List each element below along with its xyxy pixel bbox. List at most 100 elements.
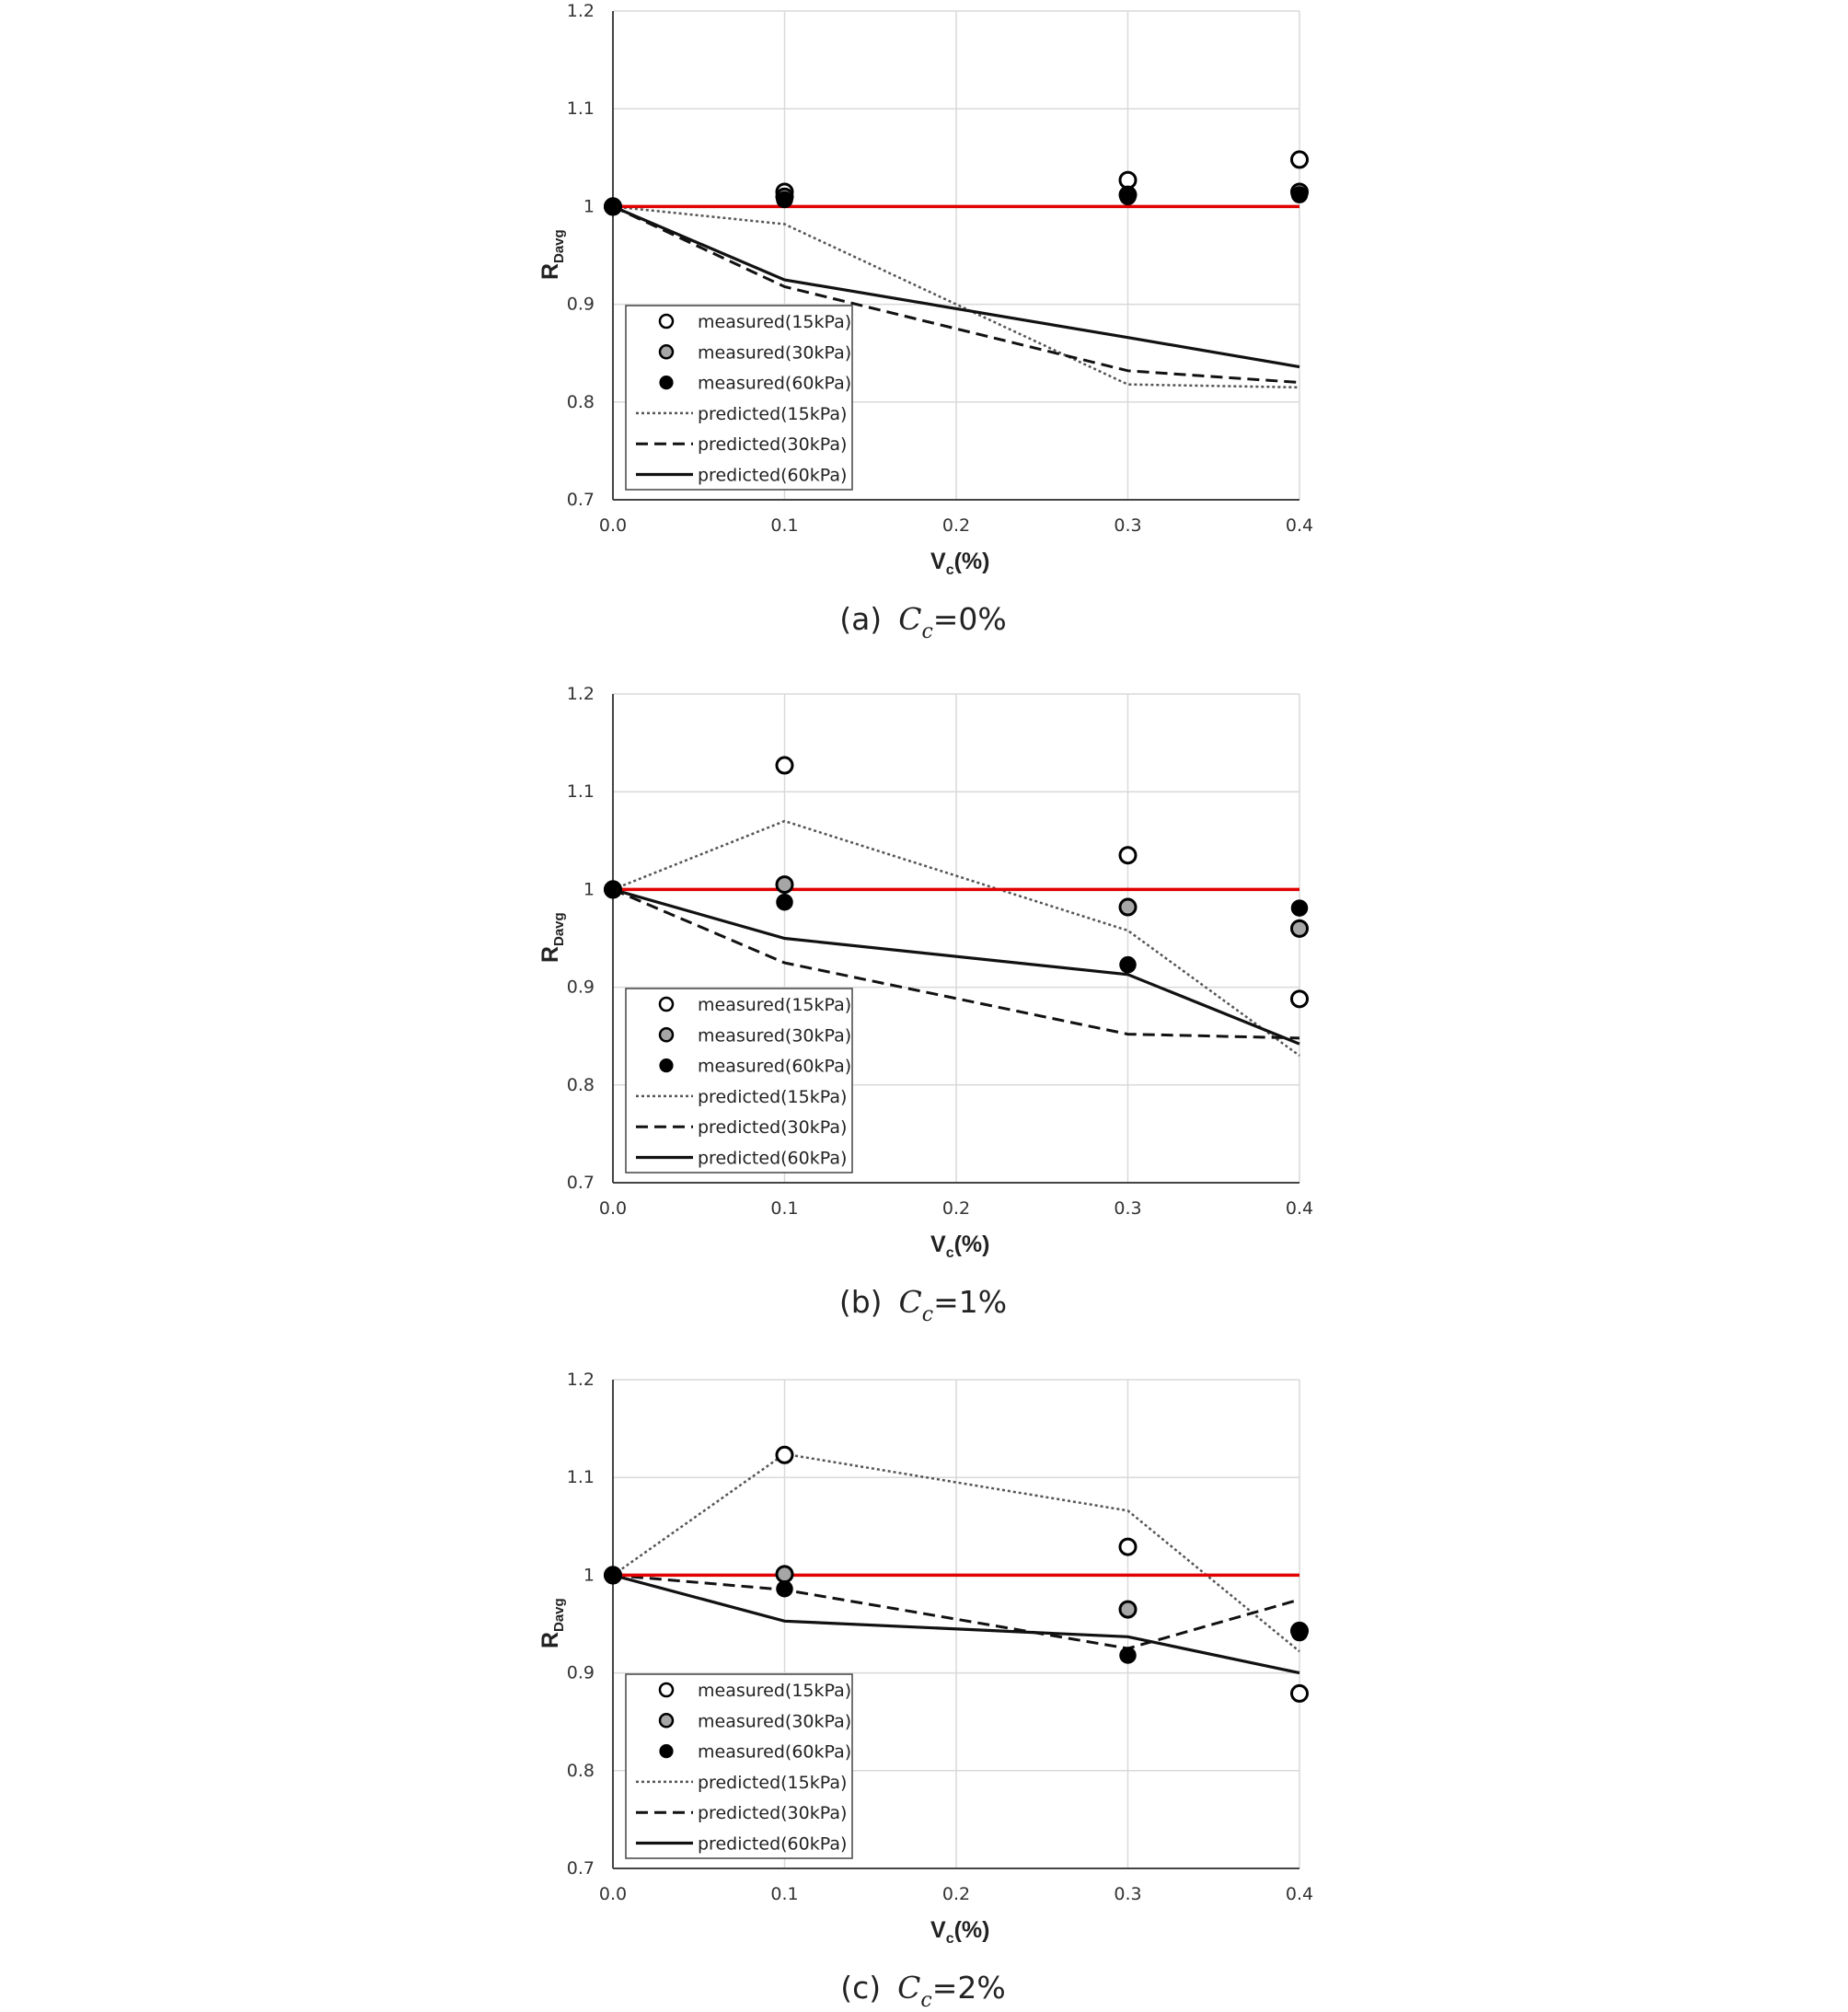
y-tick-label: 0.9 xyxy=(567,295,595,315)
y-tick-label: 0.7 xyxy=(567,490,595,510)
chart-panel-b: 0.0 0.1 0.2 0.3 0.40.70.80.911.11.2Vc(%)RDav… xyxy=(537,684,1313,1326)
legend-label: predicted(15kPa) xyxy=(698,1773,847,1793)
legend-box xyxy=(625,988,853,1174)
series-line-predicted-30kpa xyxy=(612,888,1300,1040)
legend-label: measured(60kPa) xyxy=(698,1057,851,1077)
x-tick-label: 0.4 xyxy=(1286,1198,1313,1219)
x-axis-title: Vc(%) xyxy=(930,549,989,578)
series-line-predicted-60kpa xyxy=(612,204,1300,369)
data-point-measured-60kpa xyxy=(1290,186,1309,203)
caption-suffix: =1% xyxy=(933,1284,1007,1320)
y-tick-label: 0.8 xyxy=(567,392,595,412)
chart-panel-c: 0.0 0.1 0.2 0.3 0.40.70.80.911.11.2Vc(%)RDav… xyxy=(537,1370,1313,2012)
series-line-predicted-30kpa xyxy=(612,1573,1300,1650)
y-tick-label: 0.8 xyxy=(567,1075,595,1095)
x-tick-label: 0.2 xyxy=(942,515,970,536)
y-axis-title-main: R xyxy=(537,263,563,280)
data-point-measured-15kpa xyxy=(1290,1683,1309,1703)
data-point-measured-60kpa xyxy=(1119,188,1137,206)
legend-label: predicted(30kPa) xyxy=(698,1803,847,1823)
y-tick-label: 0.8 xyxy=(567,1761,595,1781)
y-tick-label: 0.7 xyxy=(567,1173,595,1193)
x-tick-label: 0.4 xyxy=(1286,515,1313,536)
data-point-measured-30kpa xyxy=(1118,1600,1138,1619)
caption-variable: C xyxy=(898,601,921,637)
x-tick-label: 0.3 xyxy=(1114,515,1141,536)
y-tick-label: 1 xyxy=(583,879,595,899)
x-axis-title-sub: c xyxy=(946,1245,954,1261)
data-point-measured-30kpa xyxy=(775,1565,794,1584)
data-point-measured-15kpa xyxy=(775,756,794,775)
data-point-measured-15kpa xyxy=(1290,989,1309,1009)
x-axis-title: Vc(%) xyxy=(930,1917,989,1947)
legend-label: predicted(30kPa) xyxy=(698,434,847,455)
y-tick-label: 1 xyxy=(583,1565,595,1585)
x-axis-title-sub: c xyxy=(946,1931,954,1947)
y-tick-label: 1.2 xyxy=(567,1370,595,1390)
x-axis-title-suffix: (%) xyxy=(954,1917,990,1943)
x-tick-label: 0.4 xyxy=(1286,1884,1313,1904)
data-point-measured-60kpa xyxy=(604,198,622,215)
legend-marker xyxy=(659,1743,674,1759)
data-point-measured-30kpa xyxy=(1118,897,1138,917)
legend-marker xyxy=(658,1027,675,1043)
legend-label: measured(15kPa) xyxy=(698,1681,851,1701)
legend-label: measured(30kPa) xyxy=(698,1711,851,1731)
x-tick-label: 0.0 xyxy=(599,1198,627,1219)
panel-caption: (b) Cc=1% xyxy=(839,1284,1007,1326)
legend-label: predicted(60kPa) xyxy=(698,1149,847,1169)
chart-panel-a: 0.0 0.1 0.2 0.3 0.40.70.80.911.11.2Vc(%)RDav… xyxy=(537,1,1313,643)
legend-label: measured(30kPa) xyxy=(698,1025,851,1046)
y-tick-label: 1.1 xyxy=(567,98,595,119)
y-axis-title-main: R xyxy=(537,946,563,963)
caption-suffix: =2% xyxy=(932,1970,1006,2006)
x-tick-label: 0.2 xyxy=(942,1198,970,1219)
caption-variable: C xyxy=(897,1970,920,2006)
data-point-measured-60kpa xyxy=(1119,1647,1137,1664)
caption-prefix: (b) xyxy=(839,1284,883,1320)
data-point-measured-60kpa xyxy=(1290,1624,1309,1642)
y-tick-label: 0.9 xyxy=(567,977,595,998)
caption-variable-sub: c xyxy=(920,1989,931,2012)
data-point-measured-60kpa xyxy=(604,881,622,898)
data-point-measured-60kpa xyxy=(1290,899,1309,917)
x-axis-title-sub: c xyxy=(946,562,954,578)
caption-suffix: =0% xyxy=(933,601,1007,637)
data-point-measured-15kpa xyxy=(1290,150,1309,169)
series-line-predicted-60kpa xyxy=(612,1573,1300,1675)
legend-label: measured(30kPa) xyxy=(698,342,851,363)
series-line-predicted-15kpa xyxy=(612,205,1300,389)
x-tick-label: 0.1 xyxy=(770,1198,798,1219)
data-point-measured-30kpa xyxy=(1290,919,1309,938)
y-axis-title-sub: Davg xyxy=(551,912,567,946)
y-tick-label: 0.7 xyxy=(567,1858,595,1879)
caption-variable-sub: c xyxy=(922,1303,933,1326)
legend-marker xyxy=(659,1058,674,1073)
legend-label: predicted(15kPa) xyxy=(698,404,847,424)
legend-label: measured(15kPa) xyxy=(698,995,851,1015)
legend-marker xyxy=(658,1713,675,1729)
x-axis-title-main: V xyxy=(930,549,946,574)
series-line-predicted-15kpa xyxy=(612,819,1300,1057)
y-axis-title: RDavg xyxy=(537,229,567,280)
x-tick-label: 0.3 xyxy=(1114,1198,1141,1219)
legend-label: measured(60kPa) xyxy=(698,374,851,394)
y-tick-label: 0.9 xyxy=(567,1663,595,1683)
legend-label: predicted(60kPa) xyxy=(698,466,847,486)
y-tick-label: 1.1 xyxy=(567,1467,595,1487)
legend-label: predicted(60kPa) xyxy=(698,1834,847,1855)
series-line-predicted-60kpa xyxy=(612,887,1300,1046)
series-line-predicted-30kpa xyxy=(612,205,1300,385)
legend-marker xyxy=(658,313,675,330)
data-point-measured-60kpa xyxy=(604,1567,622,1584)
series-line-predicted-15kpa xyxy=(612,1452,1300,1653)
x-axis-title-main: V xyxy=(930,1917,946,1943)
caption-prefix: (a) xyxy=(839,601,882,637)
legend-box xyxy=(625,305,853,491)
panel-caption: (c) Cc=2% xyxy=(840,1970,1006,2012)
legend-label: measured(15kPa) xyxy=(698,312,851,332)
x-axis-title-main: V xyxy=(930,1231,946,1257)
x-tick-label: 0.2 xyxy=(942,1884,970,1904)
legend-label: measured(60kPa) xyxy=(698,1742,851,1763)
